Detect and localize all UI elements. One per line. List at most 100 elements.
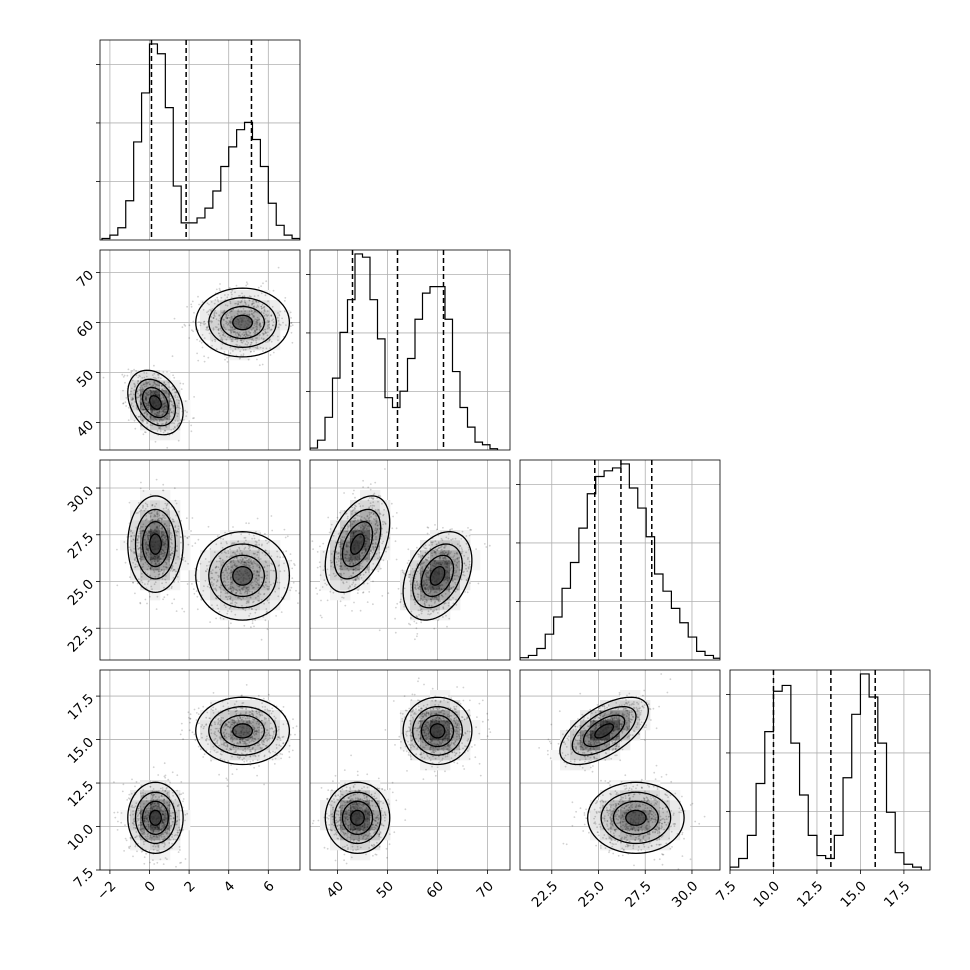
scatter-point xyxy=(210,320,213,322)
scatter-point xyxy=(256,554,258,556)
density-cell xyxy=(130,520,141,531)
scatter-point xyxy=(139,404,142,406)
scatter-point xyxy=(154,393,157,396)
density-cell xyxy=(420,560,431,571)
scatter-point xyxy=(352,569,354,571)
scatter-point xyxy=(368,525,371,527)
scatter-point xyxy=(207,525,210,528)
scatter-point xyxy=(160,533,163,536)
scatter-point xyxy=(143,831,145,834)
scatter-point xyxy=(196,352,199,355)
scatter-point xyxy=(455,570,458,572)
scatter-point xyxy=(454,581,456,584)
scatter-point xyxy=(188,324,191,327)
scatter-point xyxy=(340,543,343,545)
scatter-point xyxy=(227,550,230,552)
scatter-point xyxy=(366,519,368,522)
scatter-point xyxy=(149,560,152,562)
scatter-point xyxy=(154,562,157,564)
scatter-point xyxy=(148,809,151,812)
density-cell xyxy=(430,590,441,601)
scatter-point xyxy=(364,549,367,552)
density-cell xyxy=(140,390,151,401)
scatter-point xyxy=(424,583,426,586)
scatter-point xyxy=(360,530,363,532)
scatter-point xyxy=(155,502,158,505)
scatter-point xyxy=(266,587,269,590)
scatter-point xyxy=(224,358,226,361)
scatter-point xyxy=(284,310,286,313)
scatter-point xyxy=(146,536,149,538)
scatter-point xyxy=(365,550,367,553)
scatter-point xyxy=(169,538,172,540)
scatter-point xyxy=(409,573,411,576)
density-cell xyxy=(270,550,281,561)
contour-line xyxy=(141,386,169,419)
scatter-point xyxy=(156,414,158,416)
scatter-point xyxy=(448,617,451,620)
scatter-point xyxy=(455,558,458,560)
scatter-point xyxy=(437,599,440,602)
scatter-point xyxy=(346,545,349,548)
scatter-point xyxy=(224,304,227,306)
scatter-point xyxy=(207,356,210,359)
scatter-point xyxy=(156,391,158,394)
scatter-point xyxy=(163,586,165,589)
scatter-point xyxy=(217,576,220,578)
scatter-point xyxy=(448,584,451,587)
scatter-point xyxy=(431,552,433,555)
scatter-point xyxy=(255,531,257,533)
scatter-point xyxy=(254,311,256,313)
scatter-point xyxy=(316,551,319,553)
scatter-point xyxy=(234,302,237,305)
scatter-point xyxy=(172,428,175,430)
scatter-point xyxy=(232,526,234,528)
scatter-point xyxy=(116,548,118,551)
scatter-point xyxy=(162,389,165,392)
scatter-point xyxy=(456,543,459,545)
scatter-point xyxy=(445,552,447,554)
histogram-1 xyxy=(310,250,499,450)
scatter-point xyxy=(258,318,261,321)
scatter-point xyxy=(142,408,145,411)
scatter-point xyxy=(243,624,246,627)
scatter-point xyxy=(434,552,437,555)
scatter-point xyxy=(272,351,275,354)
scatter-point xyxy=(413,599,415,601)
density-cell xyxy=(210,720,221,731)
scatter-point xyxy=(427,590,430,592)
scatter-point xyxy=(264,330,267,333)
scatter-point xyxy=(162,863,165,865)
scatter-point xyxy=(363,526,366,529)
scatter-point xyxy=(152,859,154,861)
scatter-point xyxy=(256,331,259,334)
scatter-point xyxy=(239,301,241,303)
density-cell xyxy=(270,560,281,571)
scatter-point xyxy=(263,308,266,311)
scatter-point xyxy=(366,536,368,539)
density-cell xyxy=(200,710,211,721)
scatter-point xyxy=(163,381,166,384)
scatter-point xyxy=(177,412,180,415)
density-cell xyxy=(250,320,261,331)
scatter-point xyxy=(362,479,364,482)
scatter-point xyxy=(245,340,248,343)
scatter-point xyxy=(161,543,164,546)
scatter-point xyxy=(252,567,254,570)
scatter-point xyxy=(413,620,416,623)
scatter-point xyxy=(150,519,153,521)
density-cell xyxy=(160,390,171,401)
scatter-point xyxy=(447,553,450,556)
density-cell xyxy=(130,800,141,811)
scatter-point xyxy=(151,518,154,521)
scatter-point xyxy=(353,601,355,604)
scatter-point xyxy=(155,478,158,481)
scatter-point xyxy=(240,310,243,313)
scatter-point xyxy=(265,341,267,343)
scatter-point xyxy=(228,607,231,610)
scatter-point xyxy=(172,794,175,797)
scatter-point xyxy=(184,409,187,412)
scatter-point xyxy=(231,310,233,312)
density-cell xyxy=(150,490,161,501)
